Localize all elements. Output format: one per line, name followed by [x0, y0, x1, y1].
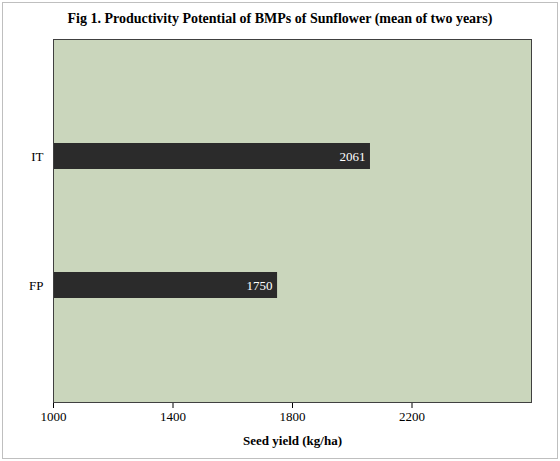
svg-text:2061: 2061	[339, 149, 365, 164]
svg-text:1800: 1800	[280, 409, 306, 424]
html-text:Fig 1. Productivity Potential: Fig 1. Productivity Potential of BMPs of…	[67, 11, 493, 26]
svg-text:IT: IT	[31, 149, 43, 164]
svg-text:1000: 1000	[41, 409, 67, 424]
svg-text:1400: 1400	[160, 409, 186, 424]
svg-text:FP: FP	[29, 278, 43, 293]
svg-text:1750: 1750	[247, 278, 273, 293]
svg-text:2200: 2200	[399, 409, 425, 424]
svg-text:Seed yield (kg/ha): Seed yield (kg/ha)	[243, 433, 342, 448]
